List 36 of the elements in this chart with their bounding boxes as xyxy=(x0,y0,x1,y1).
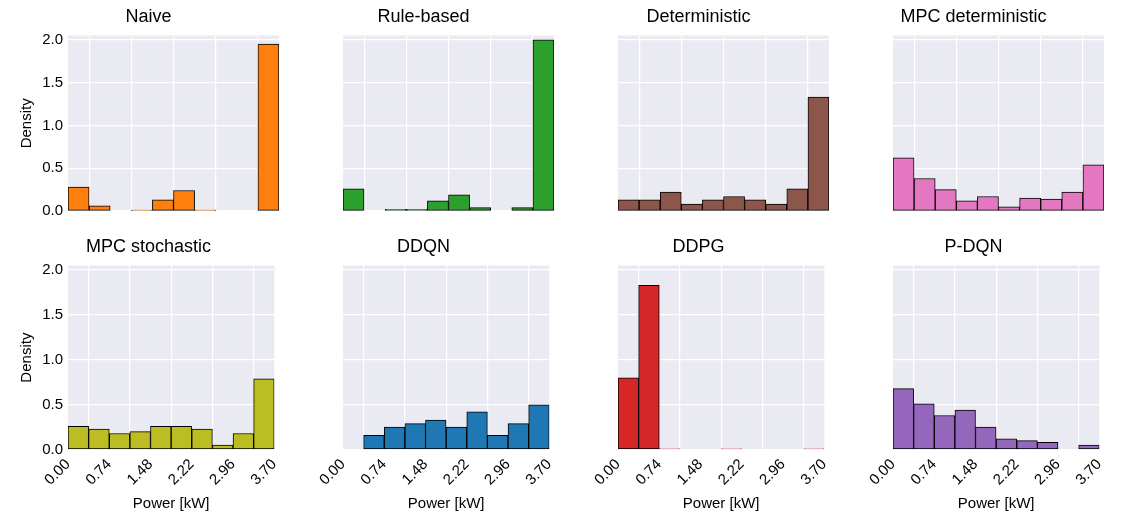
x-tick-label: 3.70 xyxy=(246,455,280,488)
y-tick-label: 2.0 xyxy=(42,30,63,48)
y-tick-label: 1.5 xyxy=(42,305,63,323)
y-tick-label: 2.0 xyxy=(42,260,63,278)
chart-title: Deterministic xyxy=(646,5,751,26)
x-tick-label: 3.70 xyxy=(521,455,555,488)
x-tick-label: 0.00 xyxy=(315,455,349,488)
y-tick-label: 1.0 xyxy=(42,115,63,133)
x-axis-title: Power [kW] xyxy=(682,494,760,512)
x-axis-title: Power [kW] xyxy=(957,494,1035,512)
x-axis-title: Power [kW] xyxy=(132,494,210,512)
x-axis-title: Power [kW] xyxy=(407,494,485,512)
chart-title: MPC stochastic xyxy=(85,235,212,256)
chart-title: DDPG xyxy=(672,235,725,256)
x-tick-label: 0.74 xyxy=(81,455,115,488)
chart-title: Naive xyxy=(125,5,172,26)
y-axis-title: Density xyxy=(17,97,35,149)
x-tick-label: 3.70 xyxy=(1071,455,1105,488)
x-tick-label: 3.70 xyxy=(796,455,830,488)
x-tick-label: 0.74 xyxy=(356,455,390,488)
y-tick-label: 1.0 xyxy=(42,350,63,367)
x-tick-label: 0.00 xyxy=(865,455,899,488)
x-tick-label: 0.00 xyxy=(40,455,74,488)
y-tick-label: 0.0 xyxy=(42,439,63,457)
y-tick-label: 0.0 xyxy=(42,201,63,219)
x-tick-label: 0.74 xyxy=(906,455,940,488)
chart-title: Rule-based xyxy=(377,5,470,26)
y-axis-title: Density xyxy=(17,332,35,383)
x-tick-label: 0.74 xyxy=(631,455,665,488)
y-tick-label: 0.5 xyxy=(42,394,63,412)
y-tick-label: 1.5 xyxy=(42,72,63,90)
y-tick-label: 0.5 xyxy=(42,158,63,176)
chart-title: P-DQN xyxy=(944,235,1003,256)
x-tick-label: 0.00 xyxy=(590,455,624,488)
chart-title: DDQN xyxy=(397,235,450,256)
chart-title: MPC deterministic xyxy=(900,5,1047,26)
